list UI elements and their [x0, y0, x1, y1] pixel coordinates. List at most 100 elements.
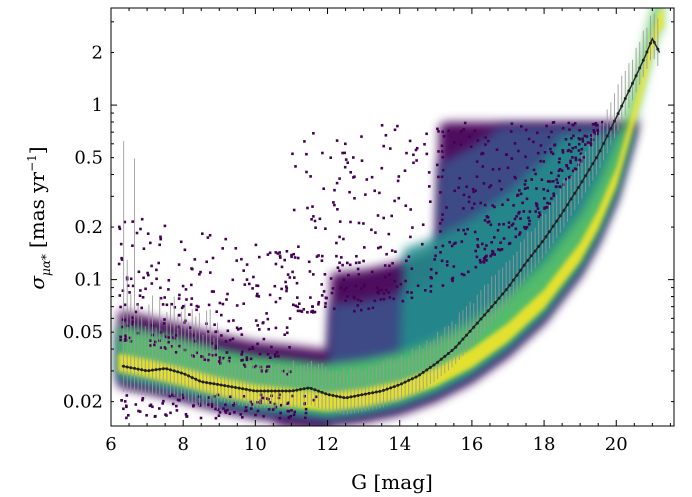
outlier-point: [428, 185, 431, 188]
outlier-point: [553, 144, 556, 147]
median-point: [573, 192, 576, 195]
outlier-point: [279, 417, 282, 420]
outlier-point: [550, 197, 553, 200]
outlier-point: [372, 307, 375, 310]
median-point: [122, 365, 125, 368]
outlier-point: [303, 140, 306, 143]
outlier-point: [388, 233, 391, 236]
outlier-point: [424, 289, 427, 292]
outlier-point: [405, 260, 408, 263]
x-tick-label: 8: [177, 434, 188, 455]
outlier-point: [357, 268, 360, 271]
y-tick-label: 0.02: [63, 392, 103, 413]
median-point: [393, 385, 396, 388]
outlier-point: [555, 178, 558, 181]
outlier-point: [453, 265, 456, 268]
outlier-point: [536, 132, 539, 135]
outlier-point: [362, 222, 365, 225]
outlier-point: [422, 223, 425, 226]
outlier-point: [128, 291, 131, 294]
outlier-point: [448, 241, 451, 244]
outlier-point: [550, 131, 553, 134]
median-point: [212, 382, 215, 385]
outlier-point: [484, 204, 487, 207]
outlier-point: [515, 228, 518, 231]
outlier-point: [144, 288, 147, 291]
outlier-point: [309, 175, 312, 178]
outlier-point: [275, 301, 278, 304]
outlier-point: [248, 348, 251, 351]
outlier-point: [389, 296, 392, 299]
outlier-point: [208, 304, 211, 307]
outlier-point: [225, 411, 228, 414]
outlier-point: [190, 284, 193, 287]
outlier-point: [235, 259, 238, 262]
median-point: [519, 269, 522, 272]
outlier-point: [476, 160, 479, 163]
outlier-point: [493, 236, 496, 239]
outlier-point: [317, 303, 320, 306]
median-point: [198, 379, 201, 382]
outlier-point: [204, 358, 207, 361]
outlier-point: [226, 351, 229, 354]
outlier-point: [439, 191, 442, 194]
median-point: [386, 388, 389, 391]
outlier-point: [468, 201, 471, 204]
outlier-point: [275, 251, 278, 254]
outlier-point: [525, 129, 528, 132]
outlier-point: [321, 294, 324, 297]
outlier-point: [242, 269, 245, 272]
outlier-point: [220, 334, 223, 337]
outlier-point: [185, 288, 188, 291]
x-tick-label: 20: [605, 434, 628, 455]
outlier-point: [344, 166, 347, 169]
outlier-point: [378, 289, 381, 292]
outlier-point: [439, 251, 442, 254]
outlier-point: [430, 268, 433, 271]
median-point: [425, 368, 428, 371]
outlier-point: [163, 296, 166, 299]
outlier-point: [167, 341, 170, 344]
outlier-point: [323, 290, 326, 293]
outlier-point: [384, 276, 387, 279]
x-tick-label: 12: [316, 434, 339, 455]
outlier-point: [439, 222, 442, 225]
outlier-point: [397, 180, 400, 183]
outlier-point: [287, 410, 290, 413]
outlier-point: [275, 327, 278, 330]
outlier-point: [596, 129, 599, 132]
median-point: [252, 389, 255, 392]
outlier-point: [474, 129, 477, 132]
outlier-point: [460, 130, 463, 133]
median-point: [404, 381, 407, 384]
median-point: [570, 198, 573, 201]
median-point: [155, 368, 158, 371]
outlier-point: [330, 277, 333, 280]
outlier-point: [574, 146, 577, 149]
outlier-point: [355, 262, 358, 265]
outlier-point: [355, 285, 358, 288]
median-point: [591, 162, 594, 165]
outlier-point: [412, 154, 415, 157]
outlier-point: [437, 176, 440, 179]
median-point: [544, 235, 547, 238]
outlier-point: [332, 201, 335, 204]
outlier-point: [353, 175, 356, 178]
median-point: [303, 387, 306, 390]
outlier-point: [255, 244, 258, 247]
outlier-point: [294, 305, 297, 308]
outlier-point: [435, 272, 438, 275]
outlier-point: [221, 247, 224, 250]
outlier-point: [185, 298, 188, 301]
median-point: [548, 230, 551, 233]
outlier-point: [284, 281, 287, 284]
median-point: [335, 395, 338, 398]
outlier-point: [559, 186, 562, 189]
outlier-point: [278, 251, 281, 254]
outlier-point: [301, 310, 304, 313]
outlier-point: [441, 145, 444, 148]
outlier-point: [136, 232, 139, 235]
outlier-point: [417, 284, 420, 287]
outlier-point: [486, 216, 489, 219]
median-point: [516, 274, 519, 277]
